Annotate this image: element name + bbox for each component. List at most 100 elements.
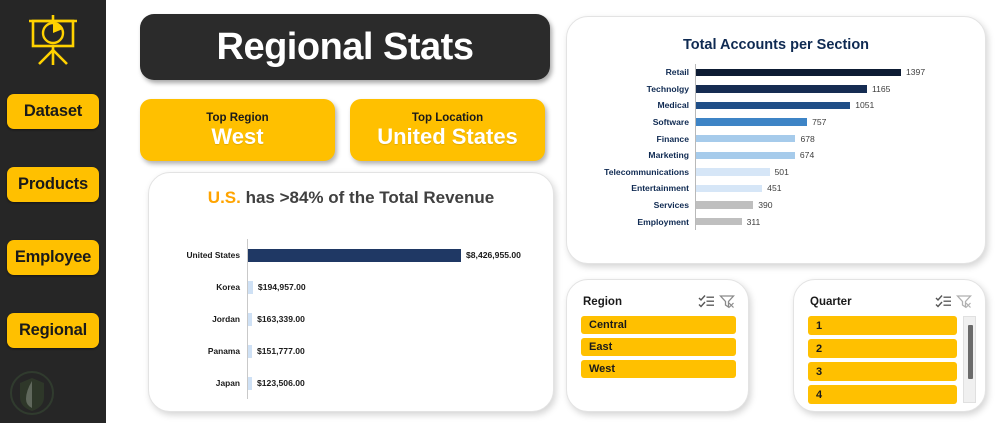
quarter-slicer-item[interactable]: 1 (808, 316, 957, 335)
revenue-bar-row: Korea $194,957.00 (163, 271, 543, 303)
revenue-bar[interactable] (248, 280, 253, 294)
revenue-bar-value: $8,426,955.00 (466, 250, 521, 260)
accounts-bar-row: Finance 678 (583, 130, 971, 147)
accounts-bar-label: Finance (656, 133, 689, 144)
quarter-slicer-card: Quarter 1 2 3 4 (793, 279, 986, 412)
multi-select-icon[interactable] (935, 294, 952, 309)
accounts-bar-label: Telecommunications (604, 166, 689, 177)
sidebar-item-label: Employee (14, 248, 92, 266)
revenue-bar-track: $194,957.00 (247, 271, 543, 303)
clear-filter-icon[interactable] (719, 294, 736, 309)
clear-filter-icon[interactable] (956, 294, 973, 309)
accounts-bar-track: 678 (695, 130, 971, 147)
accounts-bar-value: 678 (800, 133, 815, 144)
logo-wrap (0, 12, 106, 75)
revenue-bar-row: Panama $151,777.00 (163, 335, 543, 367)
presentation-pie-chart-icon (24, 12, 82, 75)
accounts-bar[interactable] (696, 134, 796, 143)
revenue-chart-card: U.S. has >84% of the Total Revenue Unite… (148, 172, 554, 412)
accounts-chart-card: Total Accounts per Section Retail 1397 Tec… (566, 16, 986, 264)
revenue-bar-track: $123,506.00 (247, 367, 543, 399)
revenue-bar-track: $151,777.00 (247, 335, 543, 367)
multi-select-icon[interactable] (698, 294, 715, 309)
kpi-card-top-region[interactable]: Top Region West (140, 99, 335, 161)
accounts-bar[interactable] (696, 168, 770, 176)
accounts-bar[interactable] (696, 151, 795, 160)
accounts-bar-row: Telecommunications 501 (583, 163, 971, 181)
quarter-slicer-item[interactable]: 4 (808, 385, 957, 404)
revenue-bar[interactable] (248, 344, 252, 358)
page-title-text: Regional Stats (216, 25, 474, 68)
revenue-bar[interactable] (248, 248, 461, 262)
revenue-bar-track: $8,426,955.00 (247, 239, 543, 271)
sidebar-item-regional[interactable]: Regional (7, 313, 99, 348)
accounts-bar-row: Technolgy 1165 (583, 80, 971, 98)
accounts-bar[interactable] (696, 201, 754, 209)
accounts-bar-row: Medical 1051 (583, 97, 971, 114)
sidebar: Dataset Products Employee Regional (0, 0, 106, 423)
accounts-bar-value: 1397 (906, 67, 926, 78)
sidebar-item-label: Dataset (23, 102, 83, 120)
region-slicer-title: Region (583, 295, 622, 308)
quarter-slicer-header: Quarter (810, 294, 973, 309)
region-slicer-card: Region Central East West (566, 279, 749, 412)
page-title: Regional Stats (140, 14, 550, 80)
accounts-bar-label: Medical (657, 100, 689, 111)
revenue-bar-row: Jordan $163,339.00 (163, 303, 543, 335)
accounts-bar[interactable] (696, 85, 867, 93)
revenue-bar-track: $163,339.00 (247, 303, 543, 335)
accounts-bar-track: 451 (695, 180, 971, 197)
sidebar-item-label: Regional (18, 321, 88, 339)
accounts-bar-track: 674 (695, 146, 971, 164)
accounts-bar-label: Technolgy (646, 83, 689, 94)
region-slicer-item[interactable]: East (581, 338, 736, 356)
accounts-bar-row: Marketing 674 (583, 146, 971, 164)
accounts-bar-value: 1165 (871, 83, 891, 94)
accounts-bar[interactable] (696, 184, 763, 193)
accounts-bar-value: 1051 (855, 100, 875, 111)
accounts-bar-row: Retail 1397 (583, 64, 971, 81)
region-slicer-header: Region (583, 294, 736, 309)
quarter-slicer-scrollbar[interactable] (963, 316, 976, 403)
revenue-bar-row: Japan $123,506.00 (163, 367, 543, 399)
revenue-bar-value: $151,777.00 (257, 346, 305, 356)
accounts-bar-track: 1397 (695, 64, 971, 81)
revenue-chart-plot: United States $8,426,955.00 Korea $194,957.… (163, 239, 543, 399)
kpi-card-top-location[interactable]: Top Location United States (350, 99, 545, 161)
scrollbar-thumb[interactable] (967, 325, 973, 379)
accounts-bar-label: Services (653, 200, 689, 211)
kpi-value: West (211, 123, 264, 149)
revenue-bar-row: United States $8,426,955.00 (163, 239, 543, 271)
sidebar-item-products[interactable]: Products (7, 167, 99, 202)
region-slicer-items: Central East West (581, 316, 736, 407)
revenue-bar[interactable] (248, 376, 252, 390)
accounts-bar-label: Entertainment (631, 183, 689, 194)
revenue-bar-label: Korea (216, 282, 240, 292)
accounts-bar-label: Retail (665, 67, 689, 78)
quarter-slicer-item[interactable]: 3 (808, 362, 957, 381)
sidebar-item-employee[interactable]: Employee (7, 240, 99, 275)
accounts-bar[interactable] (696, 118, 808, 126)
accounts-bar[interactable] (696, 68, 901, 77)
accounts-bar-value: 757 (812, 117, 827, 128)
quarter-slicer-title: Quarter (810, 295, 852, 308)
accounts-bar-value: 451 (767, 183, 782, 194)
revenue-bar[interactable] (248, 312, 253, 326)
accounts-bar-value: 674 (799, 150, 815, 161)
accounts-chart-title: Total Accounts per Section (682, 37, 870, 53)
accounts-bar-track: 311 (695, 213, 971, 230)
revenue-chart-title: U.S. has >84% of the Total Revenue (173, 187, 529, 208)
accounts-bar-row: Employment 311 (583, 213, 971, 230)
accounts-bar[interactable] (696, 101, 851, 110)
accounts-chart-plot: Retail 1397 Technolgy 1165 Medical 1051 Softwa… (583, 64, 971, 249)
region-slicer-item[interactable]: West (581, 360, 736, 378)
revenue-bar-label: Panama (207, 346, 240, 356)
sidebar-item-dataset[interactable]: Dataset (7, 94, 99, 129)
revenue-title-rest: has >84% of the Total Revenue (240, 188, 495, 207)
accounts-bar-track: 390 (695, 196, 971, 214)
region-slicer-item[interactable]: Central (581, 316, 736, 334)
revenue-bar-label: Japan (215, 378, 240, 388)
accounts-bar[interactable] (696, 217, 742, 226)
accounts-bar-value: 311 (746, 216, 761, 227)
quarter-slicer-item[interactable]: 2 (808, 339, 957, 358)
